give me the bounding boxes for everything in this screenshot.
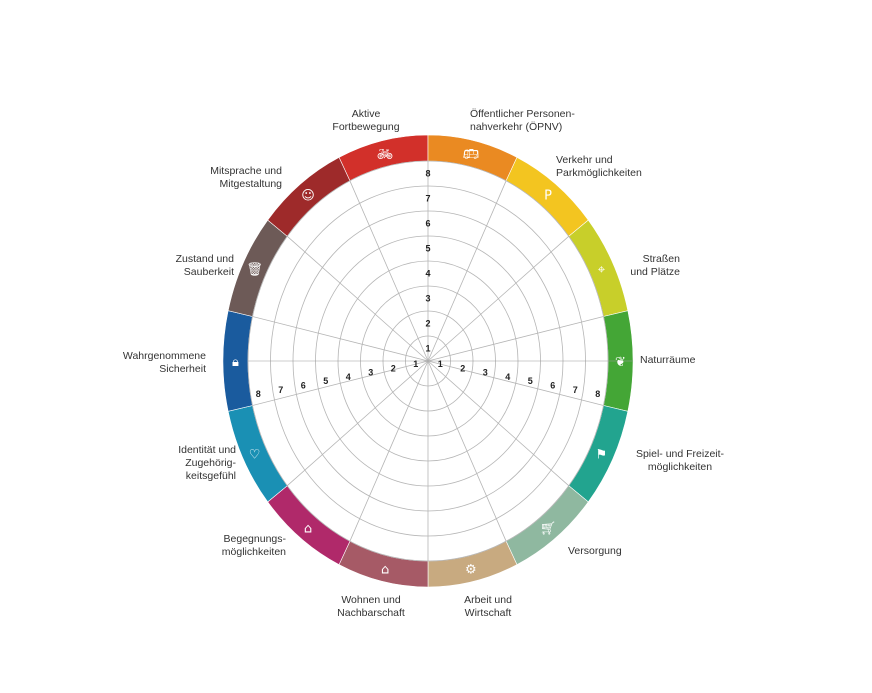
scale-label-left: 8 <box>256 389 261 399</box>
label-strassen-plaetze: Straßen und Plätze <box>630 253 680 278</box>
scale-label-left: 5 <box>323 376 328 386</box>
parking-car-icon: P <box>544 188 552 203</box>
label-zustand-sauberkeit: Zustand und Sauberkeit <box>175 253 234 278</box>
scale-label-vertical: 8 <box>425 169 430 179</box>
spoke-line <box>349 360 429 542</box>
label-arbeit-wirtschaft: Arbeit und Wirtschaft <box>464 594 512 619</box>
spoke-line <box>287 236 429 362</box>
scale-label-vertical: 2 <box>425 319 430 329</box>
spoke-line <box>427 180 507 362</box>
houses-icon: ⌂ <box>381 563 389 578</box>
scale-label-right: 8 <box>595 389 600 399</box>
scale-label-vertical: 1 <box>425 344 430 354</box>
spoke-line <box>427 236 569 362</box>
spoke-line <box>427 360 604 406</box>
play-people-icon: ⚑ <box>596 447 608 462</box>
label-aktive-fortbewegung: Aktive Fortbewegung <box>332 108 400 133</box>
scale-label-left: 6 <box>301 381 306 391</box>
heart-hand-icon: ♡ <box>249 447 261 462</box>
label-mitsprache: Mitsprache und Mitgestaltung <box>210 165 282 190</box>
shopping-cart-icon: 🛒︎ <box>540 521 557 537</box>
trash-broom-icon: 🗑︎ <box>246 262 263 278</box>
scale-label-right: 3 <box>483 368 488 378</box>
scale-label-right: 1 <box>438 359 443 369</box>
spoke-line <box>427 316 604 362</box>
label-wohnen-nachbarschaft: Wohnen und Nachbarschaft <box>337 594 405 619</box>
square-location-icon: ⌖ <box>598 263 606 278</box>
lock-shield-icon: 🔒︎ <box>232 355 239 370</box>
scale-label-vertical: 5 <box>425 244 430 254</box>
label-wahrgenommene-sicherheit: Wahrgenommene Sicherheit <box>122 350 206 375</box>
spoke-line <box>287 360 429 486</box>
spoke-line <box>252 316 429 362</box>
scale-label-right: 7 <box>573 385 578 395</box>
bicycle-icon: 🚲︎ <box>377 147 394 162</box>
bus-icon: 🚌︎ <box>463 147 480 162</box>
scale-label-left: 2 <box>391 363 396 373</box>
scale-label-right: 6 <box>550 381 555 391</box>
scale-label-left: 4 <box>346 372 351 382</box>
label-spiel-freizeit: Spiel- und Freizeit- möglichkeiten <box>635 448 725 473</box>
label-begegnungsmoeglichkeiten: Begegnungs- möglichkeiten <box>221 533 286 558</box>
label-oepnv: Öffentlicher Personen- nahverkehr (ÖPNV) <box>470 108 575 133</box>
scale-label-left: 1 <box>413 359 418 369</box>
label-versorgung: Versorgung <box>568 545 622 557</box>
scale-label-left: 3 <box>368 368 373 378</box>
scale-label-right: 5 <box>528 376 533 386</box>
spoke-line <box>349 180 429 362</box>
scale-label-vertical: 6 <box>425 219 430 229</box>
scale-label-right: 2 <box>460 363 465 373</box>
meeting-house-icon: ⌂ <box>304 522 312 537</box>
scale-label-vertical: 7 <box>425 194 430 204</box>
scale-label-vertical: 4 <box>425 269 430 279</box>
nature-bench-icon: ❦ <box>615 355 626 370</box>
robot-arm-icon: ⚙ <box>465 563 477 578</box>
scale-label-left: 7 <box>278 385 283 395</box>
spoke-line <box>252 360 429 406</box>
spoke-line <box>427 360 569 486</box>
label-identitaet: Identität und Zugehörig- keitsgefühl <box>178 444 236 482</box>
label-naturraeume: Naturräume <box>640 354 696 366</box>
scale-label-right: 4 <box>505 372 510 382</box>
spoke-line <box>427 360 507 542</box>
label-verkehr-parken: Verkehr und Parkmöglichkeiten <box>556 154 642 179</box>
head-ideas-icon: ☺ <box>301 188 315 203</box>
scale-label-vertical: 3 <box>425 294 430 304</box>
